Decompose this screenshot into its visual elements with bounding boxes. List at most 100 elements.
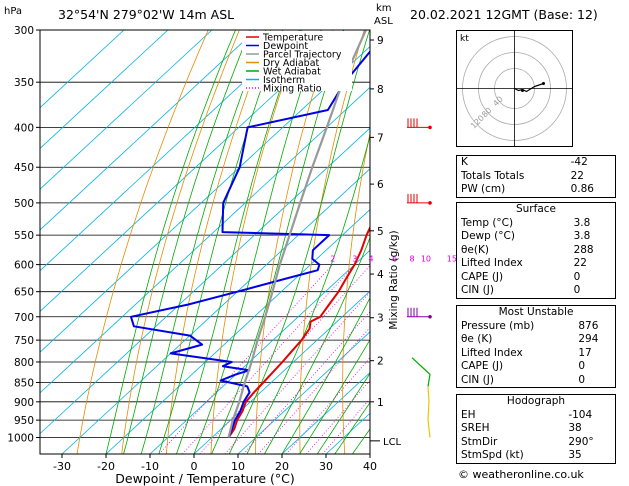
chart-series [130,30,370,439]
series-temperature [227,225,370,439]
hodograph-end-point [542,82,545,85]
isotherm-line [40,30,301,272]
most-unstable-table: Most Unstable Pressure (mb) 876 θe (K) 294… [456,305,617,388]
wet-adiabat-line [228,30,370,454]
mixing-ratio-line [224,291,370,454]
wet-adiabat-line [176,30,302,454]
isotherm-line [40,46,370,353]
mixing-ratio-line [306,379,370,454]
wet-adiabat-line [193,30,322,454]
mid-level-wind-track [411,357,431,387]
eh-label: EH [456,408,565,422]
table-row: StmSpd (kt) 35 [456,449,617,464]
wet-adiabat-line [211,30,345,454]
km-tick-label: 8 [377,84,384,96]
wet-adiabat-line [299,338,370,454]
table-row: Hodograph [456,394,616,409]
dry-adiabat-line [424,30,456,454]
stmdir-value: 290° [564,435,617,449]
k-value: -42 [566,155,616,170]
pressure-tick-label: 850 [14,377,34,389]
temperature-tick-label: 40 [363,460,377,473]
km-tick-label: 7 [377,132,384,144]
legend-entry: Mixing Ratio [263,84,322,95]
mixing-ratio-line [257,326,370,454]
surface-cin-value: 0 [569,284,616,299]
table-row: EH -104 [456,408,617,422]
mixing-ratio-label: 15 [447,255,456,264]
surface-cape-label: CAPE (J) [455,270,570,284]
table-row: CIN (J) 0 [456,373,617,388]
mixing-ratio-line [182,264,356,454]
isotherm-line [149,249,370,454]
surface-dewp-value: 3.8 [569,230,616,244]
mixing-ratio-label: 8 [410,255,415,264]
table-row: CAPE (J) 0 [455,270,616,284]
wet-adiabat-line [316,372,370,454]
table-row: Totals Totals 22 [455,169,616,183]
indices-table: K -42 Totals Totals 22 PW (cm) 0.86 [455,155,616,198]
hodograph-ring-label: 40 [491,95,505,109]
chart-axes: 2346810152025300350400450500550600650700… [7,25,456,473]
surface-theta-value: 288 [569,243,616,257]
mu-cape-value: 0 [574,360,617,374]
legend-background [242,31,352,91]
mixing-ratio-line [285,357,370,454]
stmspd-label: StmSpd (kt) [456,449,565,464]
legend-entry: Wet Adiabat [263,67,321,78]
asl-axis-label: ASL [374,16,393,27]
surface-li-label: Lifted Index [455,257,570,271]
surface-li-value: 22 [569,257,616,271]
mu-theta-value: 294 [574,333,617,347]
k-label: K [455,155,567,170]
table-row: Surface [456,202,616,217]
isotherm-line [40,30,213,190]
table-row: SREH 38 [456,422,617,436]
temperature-tick-label: 20 [275,460,289,473]
series-parcel-trajectory [227,30,367,438]
pressure-tick-label: 650 [14,287,34,299]
temperature-tick-label: -10 [141,460,159,473]
isotherm-line [281,371,370,454]
wet-adiabat-line [123,30,251,454]
surface-cape-value: 0 [569,270,616,284]
x-axis-title: Dewpoint / Temperature (°C) [115,471,294,486]
location-title: 32°54'N 279°02'W 14m ASL [58,7,235,22]
mu-li-value: 17 [574,346,617,360]
stmdir-label: StmDir [456,435,565,449]
copyright-footer[interactable]: © weatheronline.co.uk [458,468,584,481]
temperature-tick-label: -20 [97,460,115,473]
dry-adiabat-line [299,30,365,454]
dry-adiabat-line [210,30,303,454]
pressure-tick-label: 450 [14,162,34,174]
series-dewpoint [130,50,370,438]
mixing-ratio-label: 6 [392,255,397,264]
pressure-tick-label: 750 [14,335,34,347]
table-row: θe(K) 288 [455,243,616,257]
pressure-tick-label: 700 [14,312,34,324]
table-row: K -42 [455,155,616,170]
mixing-ratio-label: 10 [421,255,431,264]
mu-title: Most Unstable [456,305,616,320]
mixing-ratio-line [243,311,370,454]
surface-table: Surface Temp (°C) 3.8 Dewp (°C) 3.8 θe(K) 2… [455,202,616,299]
mu-cin-value: 0 [574,373,617,388]
surface-title: Surface [456,202,616,217]
low-level-wind-track [427,386,431,438]
isotherm-line [40,127,370,435]
plot-frame [39,29,371,455]
table-row: Dewp (°C) 3.8 [455,230,616,244]
sreh-label: SREH [456,422,565,436]
stmspd-value: 35 [564,449,617,464]
table-row: PW (cm) 0.86 [455,183,616,198]
skewt-chart: 2346810152025300350400450500550600650700… [7,25,456,486]
km-tick-label: 9 [377,35,384,47]
mixing-ratio-line [322,397,370,454]
isotherm-line [40,30,125,109]
mu-theta-label: θe (K) [456,333,575,347]
isotherm-line [40,30,257,231]
temperature-tick-label: 0 [191,460,198,473]
mu-li-label: Lifted Index [456,346,575,360]
mixing-ratio-line [199,265,370,454]
